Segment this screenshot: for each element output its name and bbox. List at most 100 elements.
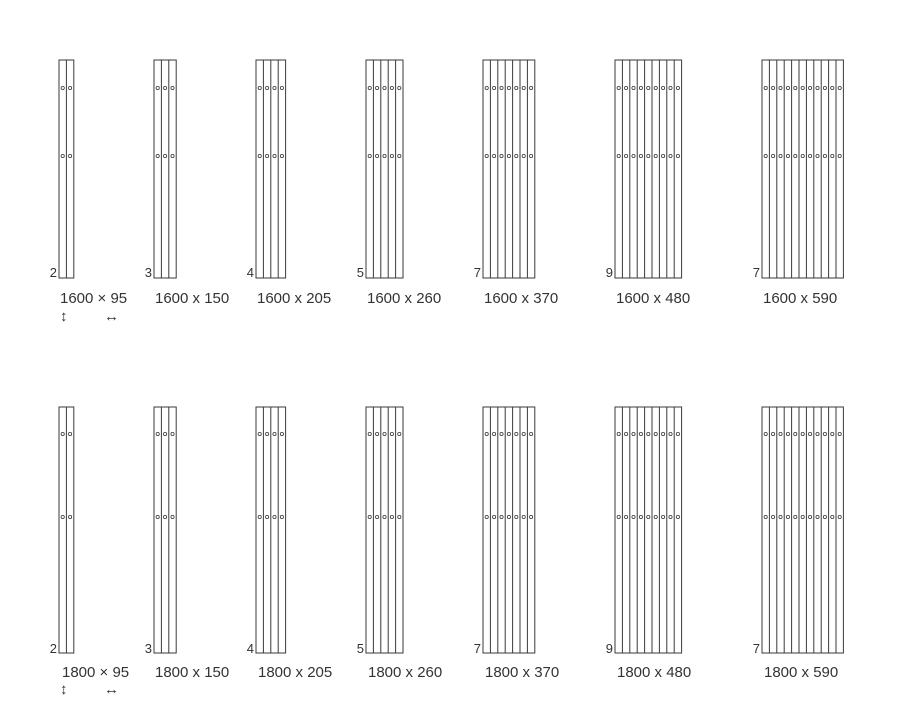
- connector-dot: [646, 153, 651, 158]
- connector-dot: [668, 86, 673, 91]
- section-count-label: 4: [247, 641, 254, 656]
- connector-dot: [624, 515, 629, 520]
- connector-dot: [506, 431, 511, 436]
- connector-dot: [279, 431, 284, 436]
- connector-dot: [155, 515, 160, 520]
- connector-dot: [638, 431, 643, 436]
- connector-dot: [170, 515, 175, 520]
- connector-dot: [763, 153, 768, 158]
- connector-dot: [499, 86, 504, 91]
- connector-dot: [272, 86, 277, 91]
- connector-dot: [793, 86, 798, 91]
- connector-dot: [653, 86, 658, 91]
- radiator-outline: [482, 59, 536, 279]
- connector-dot: [265, 153, 270, 158]
- radiator-unit: 2 1800 × 95: [50, 406, 129, 681]
- connector-dot: [653, 515, 658, 520]
- section-count-label: 5: [357, 265, 364, 280]
- connector-dot: [830, 86, 835, 91]
- dimension-label: 1800 x 590: [764, 664, 838, 681]
- connector-dot: [492, 86, 497, 91]
- connector-dot: [163, 153, 168, 158]
- connector-dot: [675, 153, 680, 158]
- vertical-arrow-icon: ↕: [60, 681, 68, 698]
- connector-dot: [631, 431, 636, 436]
- connector-dot: [521, 515, 526, 520]
- connector-dot: [793, 515, 798, 520]
- dimension-label: 1600 x 150: [155, 290, 229, 307]
- radiator-unit: 4 1800 x 205: [247, 406, 332, 681]
- section-count-label: 9: [606, 265, 613, 280]
- connector-dot: [815, 431, 820, 436]
- connector-dot: [771, 153, 776, 158]
- dimension-label: 1600 x 370: [484, 290, 558, 307]
- connector-dot: [778, 515, 783, 520]
- connector-dot: [822, 153, 827, 158]
- connector-dot: [624, 431, 629, 436]
- connector-dot: [155, 153, 160, 158]
- connector-dot: [661, 86, 666, 91]
- connector-dot: [837, 153, 842, 158]
- connector-dot: [808, 153, 813, 158]
- connector-dot: [163, 431, 168, 436]
- connector-dot: [68, 431, 73, 436]
- connector-dot: [815, 153, 820, 158]
- radiator-unit: 7 1800 x 370: [474, 406, 559, 681]
- connector-dot: [272, 431, 277, 436]
- vertical-arrow-icon: ↕: [60, 308, 68, 325]
- connector-dot: [778, 153, 783, 158]
- connector-dot: [668, 515, 673, 520]
- connector-dot: [514, 86, 519, 91]
- connector-dot: [785, 515, 790, 520]
- dimension-label: 1800 x 480: [617, 664, 691, 681]
- connector-dot: [492, 515, 497, 520]
- connector-dot: [397, 86, 402, 91]
- radiator-outline: [761, 59, 844, 279]
- radiator-outline: [761, 406, 844, 654]
- connector-dot: [808, 86, 813, 91]
- connector-dot: [800, 431, 805, 436]
- connector-dot: [830, 153, 835, 158]
- connector-dot: [155, 86, 160, 91]
- connector-dot: [778, 431, 783, 436]
- section-count-label: 2: [50, 641, 57, 656]
- section-count-label: 4: [247, 265, 254, 280]
- connector-dot: [800, 153, 805, 158]
- connector-dot: [778, 86, 783, 91]
- connector-dot: [60, 153, 65, 158]
- connector-dot: [668, 153, 673, 158]
- connector-dot: [616, 431, 621, 436]
- connector-dot: [822, 515, 827, 520]
- connector-dot: [60, 86, 65, 91]
- connector-dot: [499, 153, 504, 158]
- connector-dot: [506, 86, 511, 91]
- connector-dot: [257, 431, 262, 436]
- connector-dot: [375, 515, 380, 520]
- connector-dot: [367, 153, 372, 158]
- connector-dot: [68, 515, 73, 520]
- connector-dot: [382, 515, 387, 520]
- connector-dot: [170, 86, 175, 91]
- connector-dot: [529, 153, 534, 158]
- connector-dot: [265, 86, 270, 91]
- connector-dot: [529, 86, 534, 91]
- connector-dot: [514, 153, 519, 158]
- connector-dot: [822, 431, 827, 436]
- connector-dot: [60, 431, 65, 436]
- connector-dot: [68, 153, 73, 158]
- connector-dot: [815, 515, 820, 520]
- connector-dot: [763, 515, 768, 520]
- connector-dot: [514, 431, 519, 436]
- connector-dot: [382, 153, 387, 158]
- connector-dot: [624, 86, 629, 91]
- connector-dot: [631, 86, 636, 91]
- connector-dot: [279, 86, 284, 91]
- connector-dot: [771, 431, 776, 436]
- dimension-label: 1800 x 260: [368, 664, 442, 681]
- connector-dot: [771, 515, 776, 520]
